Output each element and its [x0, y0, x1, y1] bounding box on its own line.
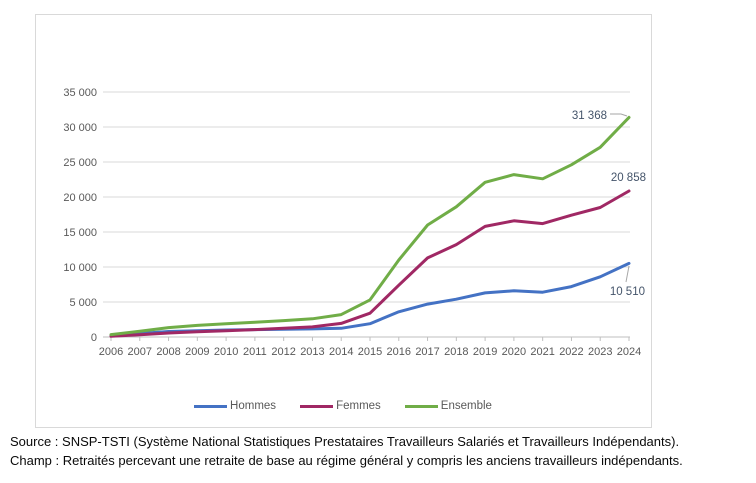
- x-axis-label: 2012: [271, 346, 295, 358]
- scope-note: Champ : Retraités percevant une retraite…: [10, 453, 683, 468]
- data-label-leader-ensemble: [610, 113, 628, 117]
- x-axis-label: 2011: [243, 346, 267, 358]
- x-axis-label: 2018: [444, 346, 468, 358]
- series-line-femmes: [109, 189, 631, 338]
- legend-label: Femmes: [336, 400, 381, 412]
- x-axis-label: 2015: [358, 346, 382, 358]
- x-axis-label: 2022: [559, 346, 583, 358]
- chart-notes: Source : SNSP-TSTI (Système National Sta…: [10, 432, 750, 470]
- x-axis-label: 2009: [185, 346, 209, 358]
- x-axis-label: 2024: [617, 346, 641, 358]
- source-note: Source : SNSP-TSTI (Système National Sta…: [10, 434, 680, 449]
- y-axis-label: 15 000: [63, 227, 97, 239]
- data-label-leader-hommes: [625, 265, 630, 283]
- data-label-hommes: 10 510: [610, 286, 645, 298]
- x-axis-label: 2007: [128, 346, 152, 358]
- y-axis-label: 35 000: [63, 87, 97, 99]
- data-label-ensemble: 31 368: [572, 110, 607, 122]
- x-axis-label: 2013: [300, 346, 324, 358]
- legend-line-swatch: [404, 404, 438, 408]
- x-axis-label: 2017: [415, 346, 439, 358]
- legend-item-hommes: Hommes: [194, 400, 276, 412]
- x-axis-label: 2023: [588, 346, 612, 358]
- chart-legend: Hommes Femmes Ensemble: [35, 398, 651, 414]
- legend-line-swatch: [300, 404, 334, 408]
- x-axis-label: 2014: [329, 346, 353, 358]
- x-axis-label: 2016: [387, 346, 411, 358]
- x-axis-label: 2006: [99, 346, 123, 358]
- legend-item-ensemble: Ensemble: [404, 400, 492, 412]
- legend-label: Hommes: [230, 400, 277, 412]
- y-axis-label: 20 000: [63, 192, 97, 204]
- data-label-femmes: 20 858: [611, 172, 646, 184]
- legend-line-swatch: [194, 404, 228, 408]
- y-axis-label: 10 000: [63, 262, 97, 274]
- series-line-ensemble: [109, 115, 631, 337]
- y-axis-label: 30 000: [63, 122, 97, 134]
- y-axis-label: 25 000: [63, 157, 97, 169]
- x-axis-label: 2019: [473, 346, 497, 358]
- x-axis-label: 2010: [214, 346, 238, 358]
- legend-item-femmes: Femmes: [300, 400, 381, 412]
- x-axis-label: 2020: [502, 346, 526, 358]
- legend-label: Ensemble: [440, 400, 492, 412]
- x-axis-label: 2021: [530, 346, 554, 358]
- y-axis-label: 0: [91, 332, 97, 344]
- y-axis-label: 5 000: [69, 297, 97, 309]
- x-axis-label: 2008: [156, 346, 180, 358]
